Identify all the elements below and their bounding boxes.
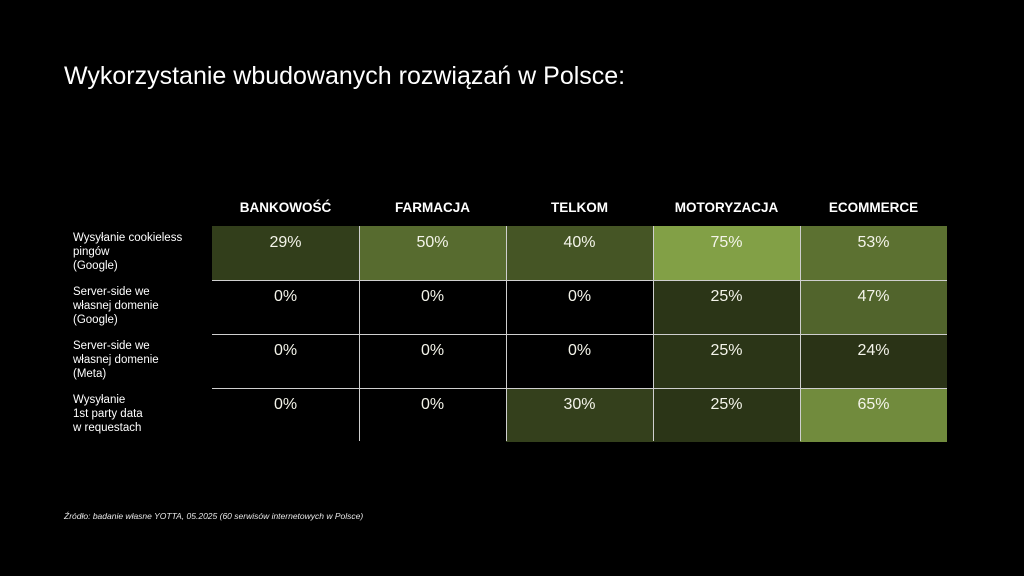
source-note: Źródło: badanie własne YOTTA, 05.2025 (6… — [64, 511, 364, 521]
slide-title: Wykorzystanie wbudowanych rozwiązań w Po… — [64, 62, 626, 90]
column-header: FARMACJA — [394, 200, 470, 215]
heatmap-cell: 47% — [800, 280, 947, 334]
heatmap-cell: 65% — [800, 388, 947, 442]
heatmap-cell: 0% — [506, 280, 653, 334]
heatmap-cell: 0% — [359, 388, 506, 442]
heatmap-cell: 25% — [653, 388, 800, 442]
column-header: ECOMMERCE — [828, 200, 919, 215]
heatmap-cell: 0% — [359, 334, 506, 388]
grid-line-vertical — [506, 226, 507, 441]
heatmap-cell: 25% — [653, 334, 800, 388]
grid-line-horizontal — [212, 388, 947, 389]
heatmap-cell: 25% — [653, 280, 800, 334]
heatmap-cell: 0% — [212, 388, 359, 442]
heatmap-cell: 0% — [359, 280, 506, 334]
grid-line-vertical — [653, 226, 654, 441]
heatmap-cell: 24% — [800, 334, 947, 388]
grid-line-vertical — [359, 226, 360, 441]
column-header: TELKOM — [551, 200, 608, 215]
row-label: Server-side we własnej domenie (Google) — [73, 286, 159, 326]
heatmap-cell: 0% — [506, 334, 653, 388]
heatmap-cell: 50% — [359, 226, 506, 280]
grid-line-horizontal — [212, 334, 947, 335]
grid-line-vertical — [800, 226, 801, 441]
heatmap-cell: 40% — [506, 226, 653, 280]
row-label: Wysyłanie cookieless pingów (Google) — [73, 232, 183, 272]
row-label: Wysyłanie 1st party data w requestach — [73, 394, 143, 434]
heatmap-cell: 75% — [653, 226, 800, 280]
row-label: Server-side we własnej domenie (Meta) — [73, 340, 159, 380]
heatmap-cell: 0% — [212, 334, 359, 388]
heatmap-cell: 29% — [212, 226, 359, 280]
column-header: BANKOWOŚĆ — [239, 200, 332, 215]
heatmap-cell: 30% — [506, 388, 653, 442]
heatmap-cell: 0% — [212, 280, 359, 334]
column-header: MOTORYZACJA — [674, 200, 779, 215]
grid-line-horizontal — [212, 280, 947, 281]
heatmap-cell: 53% — [800, 226, 947, 280]
